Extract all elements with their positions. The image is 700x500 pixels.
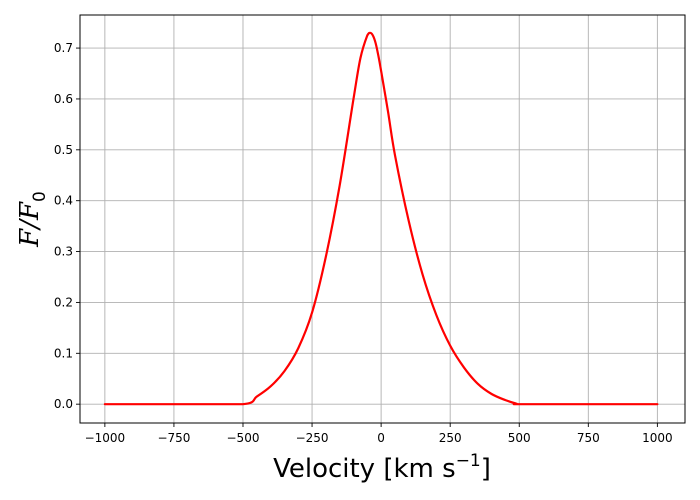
y-tick-label: 0.4: [54, 194, 73, 208]
x-axis-label-text: Velocity [km s: [273, 454, 456, 484]
y-tick-label: 0.2: [54, 295, 73, 309]
x-axis-label-superscript: −1: [456, 451, 481, 471]
y-tick-label: 0.3: [54, 245, 73, 259]
y-tick-label: 0.7: [54, 41, 73, 55]
x-tick-label: −500: [227, 431, 260, 445]
x-axis-label-suffix: ]: [481, 454, 491, 484]
y-tick-label: 0.5: [54, 143, 73, 157]
x-tick-label: 0: [377, 431, 385, 445]
x-tick-labels: −1000 −750 −500 −250 0 250 500 750 1000: [85, 431, 673, 445]
y-axis-label: F/F0: [15, 191, 50, 248]
y-tick-label: 0.0: [54, 397, 73, 411]
y-axis-label-subscript: 0: [30, 191, 50, 202]
series-line: [103, 31, 659, 406]
ticks: [76, 47, 658, 427]
x-axis-label: Velocity [km s−1]: [273, 451, 491, 484]
y-tick-label: 0.6: [54, 92, 73, 106]
x-tick-label: −250: [296, 431, 329, 445]
series-layer: [103, 31, 659, 406]
x-tick-label: 500: [508, 431, 531, 445]
x-tick-label: 1000: [642, 431, 673, 445]
y-tick-labels: 0.0 0.1 0.2 0.3 0.4 0.5 0.6 0.7: [54, 41, 73, 411]
x-tick-label: −1000: [85, 431, 126, 445]
y-axis-label-main: F/F: [15, 201, 45, 248]
x-tick-label: −750: [157, 431, 190, 445]
x-tick-label: 750: [577, 431, 600, 445]
y-tick-label: 0.1: [54, 346, 73, 360]
grid: [80, 15, 685, 423]
plot-frame: [79, 14, 686, 424]
x-tick-label: 250: [439, 431, 462, 445]
